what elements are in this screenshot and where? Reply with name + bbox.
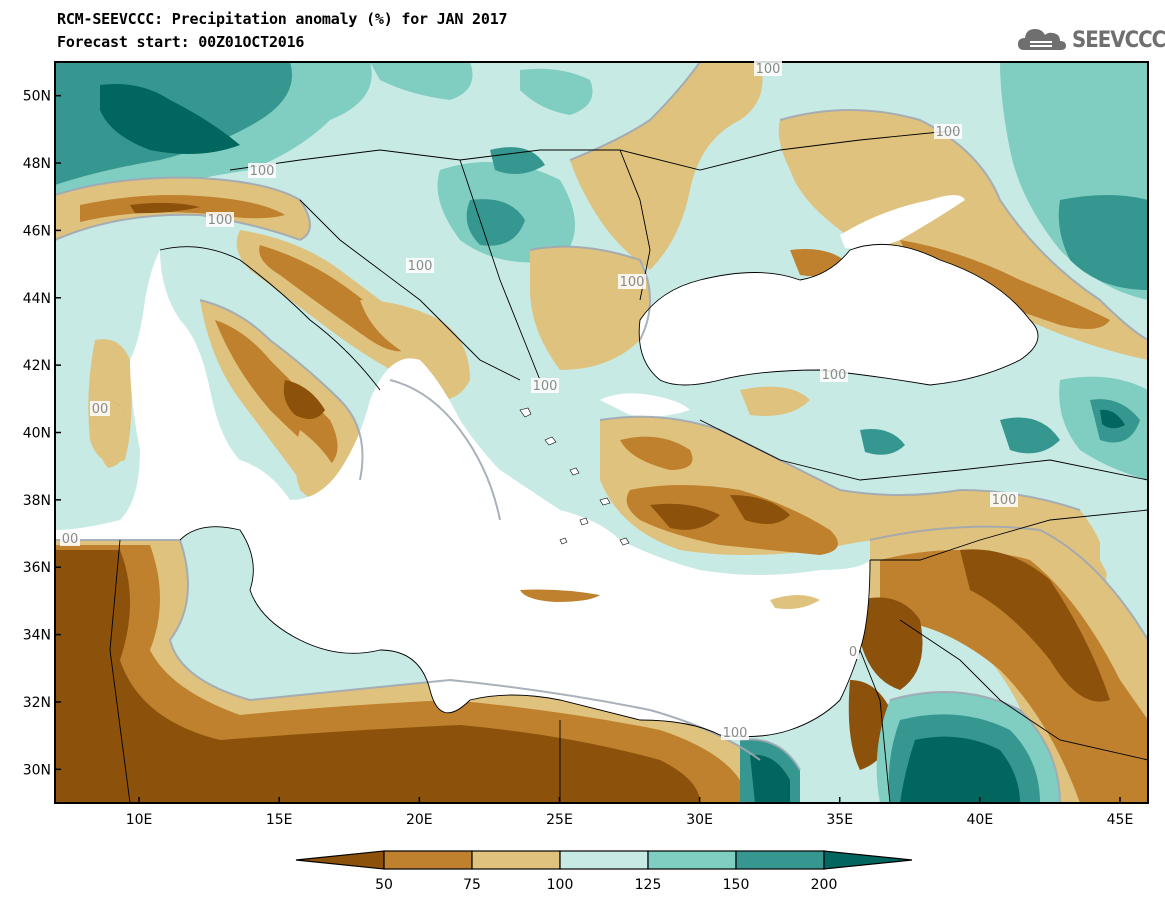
logo-text: SEEVCCC — [1072, 28, 1165, 53]
colorbar-tick-label: 75 — [463, 877, 481, 893]
colorbar-segment — [383, 850, 473, 870]
contour-label-bg — [618, 274, 646, 289]
contour-label: 00 — [62, 532, 79, 547]
x-tick-label: 30E — [686, 812, 713, 828]
contour-label-bg — [406, 258, 434, 273]
y-tick-label: 30N — [23, 762, 51, 778]
y-tick-label: 50N — [23, 89, 51, 105]
contour-label-bg — [721, 725, 749, 740]
y-axis-ticks: 30N 32N 34N 36N 38N 40N 42N 44N 46N 48N 50N — [23, 89, 61, 778]
x-tick-label: 40E — [967, 812, 994, 828]
contour-label: 100 — [408, 259, 433, 274]
y-tick-label: 46N — [23, 223, 51, 239]
contour-label: 100 — [822, 368, 847, 383]
contour-label: 100 — [756, 62, 781, 77]
contour-label-bg — [847, 644, 859, 659]
cloud-icon — [1018, 29, 1066, 50]
colorbar-segment — [559, 850, 649, 870]
contour-label: 100 — [208, 213, 233, 228]
colorbar: 50 75 100 125 150 200 — [295, 850, 913, 893]
colorbar-segment — [823, 850, 913, 870]
contour-label: 00 — [92, 402, 109, 417]
seevccc-logo: SEEVCCC — [1016, 20, 1165, 60]
contour-label-bg — [531, 378, 559, 393]
contour-label: 100 — [936, 125, 961, 140]
contour-label: 0 — [849, 645, 857, 660]
contour-label: 100 — [992, 493, 1017, 508]
contour-label-bg — [754, 61, 782, 76]
y-tick-label: 32N — [23, 695, 51, 711]
x-axis-ticks: 10E 15E 20E 25E 30E 35E 40E 45E — [126, 797, 1134, 828]
contour-label-bg — [934, 124, 962, 139]
y-tick-label: 34N — [23, 628, 51, 644]
colorbar-segment — [735, 850, 825, 870]
y-tick-label: 36N — [23, 560, 51, 576]
contour-label: 100 — [533, 379, 558, 394]
y-tick-label: 38N — [23, 493, 51, 509]
contour-label: 100 — [250, 164, 275, 179]
contour-label-bg — [206, 212, 234, 227]
y-tick-label: 48N — [23, 156, 51, 172]
contour-label: 100 — [723, 726, 748, 741]
x-tick-label: 45E — [1107, 812, 1134, 828]
contour-label-bg — [990, 492, 1018, 507]
colorbar-segment — [295, 850, 385, 870]
colorbar-tick-label: 150 — [723, 877, 750, 893]
colorbar-tick-label: 200 — [811, 877, 838, 893]
contour-label-bg — [60, 531, 80, 546]
x-tick-label: 15E — [266, 812, 293, 828]
y-tick-label: 44N — [23, 291, 51, 307]
colorbar-tick-label: 125 — [635, 877, 662, 893]
x-tick-label: 20E — [406, 812, 433, 828]
y-tick-label: 42N — [23, 358, 51, 374]
map-field — [55, 62, 1148, 803]
contour-label: 100 — [620, 275, 645, 290]
colorbar-tick-label: 50 — [375, 877, 393, 893]
x-tick-label: 10E — [126, 812, 153, 828]
contour-label-bg — [248, 163, 276, 178]
contour-label-bg — [820, 367, 848, 382]
y-tick-label: 40N — [23, 426, 51, 442]
colorbar-segment — [647, 850, 737, 870]
colorbar-tick-label: 100 — [547, 877, 574, 893]
colorbar-segment — [471, 850, 561, 870]
chart-subtitle: Forecast start: 00Z01OCT2016 — [57, 33, 305, 51]
contour-label-bg — [90, 401, 110, 416]
x-tick-label: 25E — [546, 812, 573, 828]
chart-title: RCM-SEEVCCC: Precipitation anomaly (%) f… — [57, 10, 508, 28]
x-tick-label: 35E — [826, 812, 853, 828]
